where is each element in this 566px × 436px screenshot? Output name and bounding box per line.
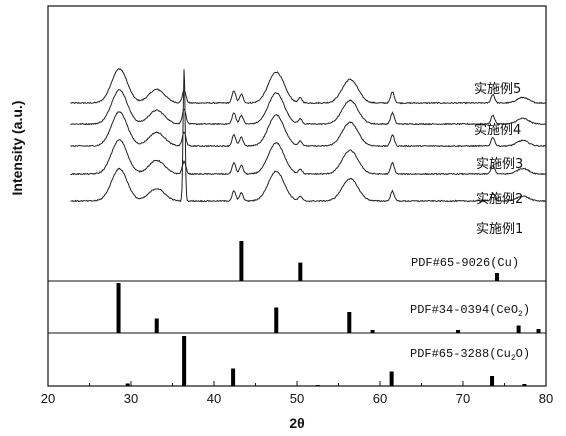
series-label-5: 实施例5: [474, 82, 521, 97]
series-line-1: [70, 69, 546, 203]
x-tick-label-30: 30: [124, 391, 138, 406]
series-line-3: [70, 111, 547, 148]
x-tick-label-60: 60: [373, 391, 387, 406]
ref-stick-1-4: [370, 330, 375, 333]
series-line-5: [70, 68, 547, 105]
ref-stick-2-2: [231, 368, 236, 386]
plot-frame: [47, 5, 547, 387]
ref-stick-0-1: [298, 262, 303, 281]
ref-stick-1-6: [516, 325, 521, 333]
ref-stick-2-1: [182, 336, 187, 386]
ref-stick-2-5: [490, 376, 495, 386]
series-line-4: [70, 89, 546, 126]
ref-stick-1-7: [536, 329, 541, 333]
ref-stick-0-0: [239, 241, 244, 281]
ref-stick-2-6: [522, 384, 527, 386]
ref-label-1: PDF#34-0394(CeO2): [410, 303, 530, 319]
x-axis-ticks: 20 30 40 50 60 70 80: [41, 381, 553, 406]
x-tick-label-20: 20: [41, 391, 55, 406]
series-line-2: [70, 139, 547, 176]
x-tick-label-40: 40: [207, 391, 221, 406]
series-label-1: 实施例1: [476, 222, 523, 237]
x-tick-label-80: 80: [539, 391, 553, 406]
reference-layer: PDF#65-9026(Cu) PDF#34-0394(CeO2) PDF#65-3…: [116, 241, 541, 386]
ref-stick-2-4: [389, 371, 394, 386]
ref-stick-1-0: [116, 283, 121, 333]
ref-stick-1-3: [347, 312, 352, 333]
ref-stick-1-1: [154, 318, 159, 333]
series-label-3: 实施例3: [476, 157, 523, 172]
ref-label-0: PDF#65-9026(Cu): [411, 256, 519, 270]
x-axis-title: 2θ: [289, 415, 304, 431]
series-label-2: 实施例2: [476, 192, 523, 207]
y-axis-title: Intensity (a.u.): [9, 101, 25, 196]
series-label-4: 实施例4: [474, 123, 521, 138]
ref-stick-2-3: [315, 385, 320, 386]
ref-stick-1-5: [456, 330, 461, 333]
ref-stick-1-2: [274, 307, 279, 333]
x-tick-label-70: 70: [456, 391, 470, 406]
x-tick-label-50: 50: [290, 391, 304, 406]
labels-layer: 实施例5 实施例4 实施例3 实施例2 实施例1: [474, 82, 523, 237]
series-layer: [70, 68, 547, 203]
ref-stick-0-2: [495, 273, 500, 281]
ref-label-2: PDF#65-3288(Cu2O): [410, 347, 530, 363]
ref-stick-2-0: [125, 383, 130, 386]
